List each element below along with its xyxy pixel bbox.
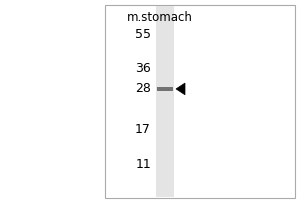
FancyBboxPatch shape <box>156 6 174 197</box>
FancyBboxPatch shape <box>105 5 295 198</box>
Text: 55: 55 <box>135 28 151 41</box>
Text: 11: 11 <box>135 158 151 171</box>
Polygon shape <box>176 83 185 95</box>
Text: 28: 28 <box>135 82 151 95</box>
Text: 36: 36 <box>135 62 151 75</box>
Text: 17: 17 <box>135 123 151 136</box>
Text: m.stomach: m.stomach <box>127 11 193 24</box>
FancyBboxPatch shape <box>157 87 173 91</box>
